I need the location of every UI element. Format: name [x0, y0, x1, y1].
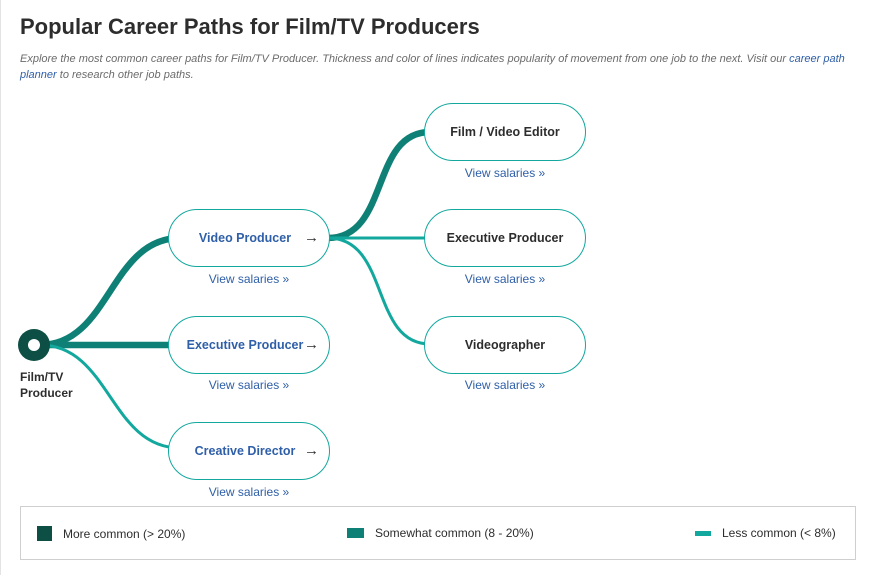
node-executive-producer[interactable]: Executive Producer →	[168, 316, 330, 374]
legend-swatch-more	[37, 526, 52, 541]
legend-label: Somewhat common (8 - 20%)	[375, 526, 534, 540]
page-title: Popular Career Paths for Film/TV Produce…	[20, 14, 480, 39]
node-label: Executive Producer	[446, 231, 564, 245]
node-label: Creative Director	[194, 444, 296, 458]
career-path-planner-link[interactable]: career path planner	[20, 53, 845, 81]
node-video-producer[interactable]: Video Producer →	[168, 209, 330, 267]
view-salaries-video-producer[interactable]: View salaries »	[208, 272, 290, 286]
page-description: Explore the most common career paths for…	[20, 51, 850, 83]
path-video-producer-to-film-video-editor	[324, 128, 434, 242]
path-video-producer-to-videographer	[326, 236, 432, 346]
legend-swatch-somewhat	[347, 528, 364, 538]
node-label: Film / Video Editor	[450, 125, 560, 139]
description-text-end: to research other job paths.	[56, 69, 194, 81]
node-label: Videographer	[464, 338, 546, 352]
view-salaries-executive-producer[interactable]: View salaries »	[208, 378, 290, 392]
left-border	[0, 0, 1, 575]
arrow-right-icon: →	[304, 336, 319, 354]
view-salaries-executive-producer-2[interactable]: View salaries »	[464, 272, 546, 286]
view-salaries-videographer[interactable]: View salaries »	[464, 378, 546, 392]
legend-label: Less common (< 8%)	[722, 526, 836, 540]
arrow-right-icon: →	[304, 229, 319, 247]
path-origin-to-creative-director	[38, 343, 182, 450]
origin-node-center	[28, 339, 40, 351]
description-text: Explore the most common career paths for…	[20, 53, 790, 65]
legend-item-somewhat-common: Somewhat common (8 - 20%)	[347, 526, 534, 540]
view-salaries-creative-director[interactable]: View salaries »	[208, 485, 290, 499]
path-origin-to-video-producer	[36, 234, 184, 349]
origin-label: Film/TV Producer	[20, 370, 73, 400]
node-creative-director[interactable]: Creative Director →	[168, 422, 330, 480]
node-label: Executive Producer	[186, 338, 304, 352]
legend-item-more-common: More common (> 20%)	[37, 526, 185, 541]
legend-item-less-common: Less common (< 8%)	[695, 526, 836, 540]
arrow-right-icon: →	[304, 442, 319, 460]
legend-swatch-less	[695, 530, 711, 536]
view-salaries-film-video-editor[interactable]: View salaries »	[464, 166, 546, 180]
node-videographer: Videographer	[424, 316, 586, 374]
node-label: Video Producer	[198, 231, 292, 245]
legend: More common (> 20%) Somewhat common (8 -…	[20, 506, 856, 560]
legend-label: More common (> 20%)	[63, 526, 186, 541]
node-film-video-editor: Film / Video Editor	[424, 103, 586, 161]
node-executive-producer-2: Executive Producer	[424, 209, 586, 267]
